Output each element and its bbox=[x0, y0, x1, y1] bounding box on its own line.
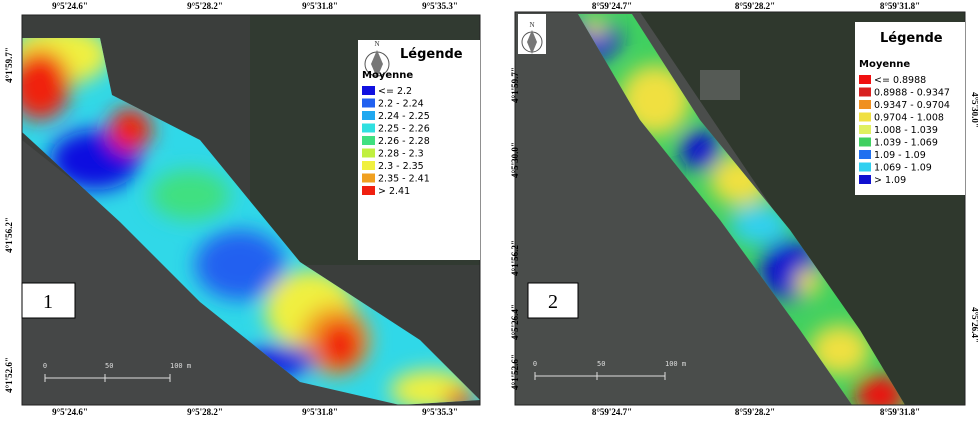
left-coordinate: 4°1'56.2" bbox=[4, 217, 14, 253]
legend-swatch bbox=[859, 113, 871, 122]
legend-label: > 1.09 bbox=[874, 175, 906, 186]
panel-label: 2 bbox=[548, 291, 558, 313]
legend-swatch bbox=[362, 174, 375, 183]
bottom-coordinate: 8°59'31.8" bbox=[880, 407, 920, 417]
legend-subtitle: Moyenne bbox=[362, 70, 413, 81]
legend-label: 2.3 - 2.35 bbox=[378, 161, 424, 172]
bottom-coordinate: 9°5'35.3" bbox=[422, 407, 458, 417]
legend-swatch bbox=[859, 125, 871, 134]
legend-label: 2.25 - 2.26 bbox=[378, 124, 430, 135]
bottom-coordinate: 9°5'31.8" bbox=[302, 407, 338, 417]
top-coordinate: 9°5'24.6" bbox=[52, 1, 88, 11]
legend-swatch bbox=[362, 124, 375, 133]
legend-swatch bbox=[362, 86, 375, 95]
legend-swatch bbox=[362, 161, 375, 170]
legend-swatch bbox=[859, 175, 871, 184]
left-coordinate: 4°1'52.6" bbox=[510, 354, 520, 390]
top-coordinate: 8°59'31.8" bbox=[880, 1, 920, 11]
legend-swatch bbox=[362, 111, 375, 120]
left-coordinate: 4°1'59.7" bbox=[4, 47, 14, 83]
scale-label: 50 bbox=[597, 360, 605, 368]
legend-swatch bbox=[859, 88, 871, 97]
panel-label: 1 bbox=[43, 291, 53, 313]
bottom-coordinate: 9°5'28.2" bbox=[187, 407, 223, 417]
top-coordinate: 8°59'28.2" bbox=[735, 1, 775, 11]
legend-label: 2.24 - 2.25 bbox=[378, 111, 430, 122]
top-coordinate: 9°5'31.8" bbox=[302, 1, 338, 11]
legend-subtitle: Moyenne bbox=[859, 59, 910, 70]
legend-label: 2.28 - 2.3 bbox=[378, 149, 424, 160]
top-coordinate: 8°59'24.7" bbox=[592, 1, 632, 11]
legend-title: Légende bbox=[880, 31, 943, 46]
page: {"panels": [ {"label": "1", "north": "N"… bbox=[0, 0, 978, 422]
right-coordinate: 4°5'30.0" bbox=[970, 92, 978, 128]
legend-label: <= 2.2 bbox=[378, 86, 412, 97]
bottom-coordinate: 9°5'24.6" bbox=[52, 407, 88, 417]
legend-label: 1.09 - 1.09 bbox=[874, 150, 926, 161]
legend-swatch bbox=[362, 136, 375, 145]
left-coordinate: 4°5'30.0" bbox=[510, 142, 520, 178]
north-arrow: N bbox=[374, 40, 379, 48]
legend-label: <= 0.8988 bbox=[874, 75, 926, 86]
scale-label: 0 bbox=[533, 360, 537, 368]
legend-label: 1.069 - 1.09 bbox=[874, 163, 932, 174]
right-coordinate: 4°5'26.4" bbox=[970, 307, 978, 343]
map-1 bbox=[0, 0, 490, 422]
legend-label: 0.9347 - 0.9704 bbox=[874, 100, 950, 111]
left-coordinate: 4°1'59.7" bbox=[510, 67, 520, 103]
scale-label: 0 bbox=[43, 362, 47, 370]
legend-swatch bbox=[362, 99, 375, 108]
legend-label: 0.9704 - 1.008 bbox=[874, 113, 944, 124]
bottom-coordinate: 8°59'28.2" bbox=[735, 407, 775, 417]
legend-title: Légende bbox=[400, 47, 463, 62]
legend-swatch bbox=[859, 150, 871, 159]
north-arrow: N bbox=[529, 21, 534, 29]
legend-label: 0.8988 - 0.9347 bbox=[874, 88, 950, 99]
scale-label: 50 bbox=[105, 362, 113, 370]
left-coordinate: 4°1'56.2" bbox=[510, 240, 520, 276]
legend-label: 2.2 - 2.24 bbox=[378, 99, 424, 110]
legend-label: 1.008 - 1.039 bbox=[874, 125, 938, 136]
figure: 9°5'24.6" 9°5'28.2" 9°5'31.8" 9°5'35.3" 9°5'… bbox=[0, 0, 978, 422]
legend-label: 2.26 - 2.28 bbox=[378, 136, 430, 147]
legend-label: 1.039 - 1.069 bbox=[874, 138, 938, 149]
scale-label: 100 m bbox=[170, 362, 191, 370]
legend-swatch bbox=[859, 163, 871, 172]
top-coordinate: 9°5'35.3" bbox=[422, 1, 458, 11]
legend-swatch bbox=[859, 75, 871, 84]
legend-label: 2.35 - 2.41 bbox=[378, 174, 430, 185]
left-coordinate: 4°5'26.4" bbox=[510, 304, 520, 340]
legend-label: > 2.41 bbox=[378, 186, 410, 197]
left-coordinate: 4°1'52.6" bbox=[4, 357, 14, 393]
top-coordinate: 9°5'28.2" bbox=[187, 1, 223, 11]
legend-swatch bbox=[362, 186, 375, 195]
bottom-coordinate: 8°59'24.7" bbox=[592, 407, 632, 417]
scale-label: 100 m bbox=[665, 360, 686, 368]
legend-swatch bbox=[859, 138, 871, 147]
legend-swatch bbox=[362, 149, 375, 158]
legend-swatch bbox=[859, 100, 871, 109]
